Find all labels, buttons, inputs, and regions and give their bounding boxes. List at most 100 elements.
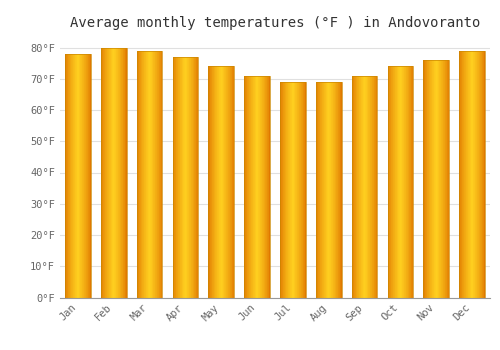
Bar [147,51,148,298]
Bar [71,54,72,298]
Bar [210,66,211,298]
Bar [180,57,181,298]
Bar [102,48,103,298]
Bar [194,57,195,298]
Bar [325,82,326,298]
Bar [90,54,91,298]
Bar [222,66,223,298]
Bar [480,51,481,298]
Bar [118,48,119,298]
Bar [73,54,74,298]
Bar [124,48,126,298]
Bar [377,76,378,298]
Bar [392,66,394,298]
Bar [304,82,305,298]
Bar [87,54,88,298]
Bar [405,66,406,298]
Bar [400,66,401,298]
Bar [394,66,396,298]
Bar [136,51,162,298]
Bar [303,82,304,298]
Bar [340,82,341,298]
Bar [244,76,245,298]
Bar [469,51,470,298]
Bar [174,57,175,298]
Bar [472,51,474,298]
Bar [119,48,120,298]
Bar [332,82,334,298]
Bar [446,60,447,298]
Bar [429,60,430,298]
Bar [88,54,89,298]
Bar [431,60,432,298]
Bar [286,82,287,298]
Bar [479,51,480,298]
Bar [232,66,233,298]
Bar [462,51,463,298]
Bar [256,76,257,298]
Bar [150,51,151,298]
Bar [230,66,231,298]
Bar [136,51,138,298]
Bar [354,76,355,298]
Bar [362,76,364,298]
Bar [188,57,190,298]
Bar [287,82,288,298]
Bar [300,82,302,298]
Bar [396,66,397,298]
Bar [337,82,338,298]
Bar [399,66,400,298]
Bar [339,82,340,298]
Bar [335,82,336,298]
Bar [114,48,115,298]
Bar [296,82,297,298]
Bar [227,66,228,298]
Bar [181,57,182,298]
Bar [459,51,485,298]
Bar [221,66,222,298]
Bar [427,60,428,298]
Bar [67,54,68,298]
Bar [324,82,325,298]
Bar [223,66,224,298]
Bar [81,54,82,298]
Bar [213,66,214,298]
Bar [156,51,158,298]
Bar [66,54,67,298]
Bar [263,76,264,298]
Bar [338,82,339,298]
Bar [140,51,141,298]
Bar [111,48,112,298]
Bar [101,48,126,298]
Bar [388,66,413,298]
Bar [483,51,484,298]
Bar [195,57,196,298]
Bar [371,76,372,298]
Bar [438,60,439,298]
Bar [280,82,306,298]
Bar [424,60,449,298]
Bar [403,66,404,298]
Bar [146,51,147,298]
Bar [193,57,194,298]
Bar [160,51,161,298]
Bar [466,51,467,298]
Bar [143,51,144,298]
Bar [78,54,79,298]
Bar [65,54,91,298]
Bar [375,76,376,298]
Bar [120,48,121,298]
Bar [294,82,295,298]
Bar [336,82,337,298]
Bar [441,60,442,298]
Bar [79,54,80,298]
Bar [341,82,342,298]
Bar [104,48,106,298]
Bar [329,82,330,298]
Bar [101,48,102,298]
Bar [461,51,462,298]
Bar [366,76,367,298]
Bar [158,51,160,298]
Bar [103,48,104,298]
Bar [437,60,438,298]
